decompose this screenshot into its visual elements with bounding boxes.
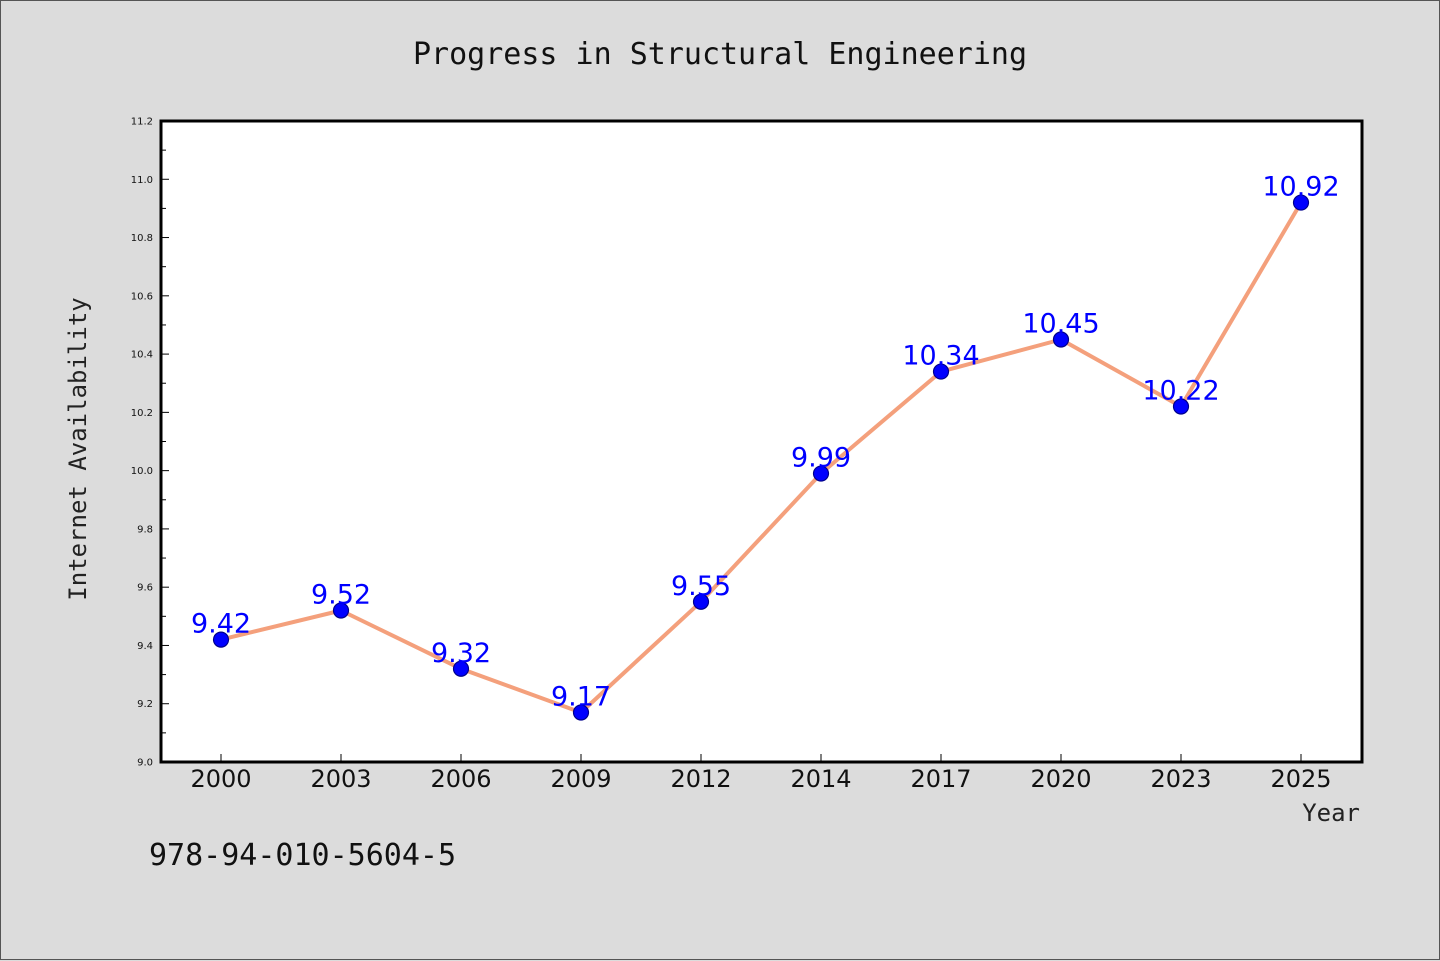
x-axis-title: Year [1302,799,1360,827]
y-tick-label: 11.2 [131,117,153,128]
x-tick-label: 2020 [1030,765,1091,793]
series-line [219,200,1303,715]
data-label: 9.99 [791,443,851,474]
y-axis-ticks: 9.0 9.2 9.4 9.6 9.8 10.0 10.2 10.4 10.6 10.8 11.0 1… [131,117,169,769]
data-point [932,363,950,380]
x-tick-label: 2000 [190,765,251,793]
y-tick-label: 10.6 [131,291,153,302]
y-tick-label: 11.0 [131,175,153,186]
chart-title: Progress in Structural Engineering [413,37,1027,72]
data-point [572,704,590,721]
plot-area [159,119,1364,764]
data-point [332,602,350,619]
y-tick-label: 10.4 [131,350,153,361]
y-tick-label: 10.0 [131,466,153,477]
x-tick-label: 2006 [430,765,491,793]
y-tick-label: 10.8 [131,233,153,244]
data-point [212,631,230,648]
x-tick-label: 2023 [1150,765,1211,793]
data-point [1292,194,1310,211]
y-tick-label: 9.2 [137,699,153,710]
y-axis-title: Internet Availability [64,297,92,600]
data-label: 9.17 [551,681,611,712]
data-label: 10.34 [902,341,979,372]
x-tick-label: 2003 [310,765,371,793]
data-points [212,194,1310,721]
data-label: 9.32 [431,638,491,669]
data-point [812,465,830,482]
x-tick-label: 2017 [910,765,971,793]
data-label: 10.45 [1022,309,1099,340]
x-tick-label: 2009 [550,765,611,793]
data-point [692,593,710,610]
data-point [452,660,470,677]
isbn-text: 978-94-010-5604-5 [149,838,456,873]
x-tick-label: 2012 [670,765,731,793]
x-tick-label: 2014 [790,765,851,793]
y-tick-label: 9.4 [137,641,153,652]
y-tick-label: 9.8 [137,524,153,535]
y-tick-label: 9.0 [137,758,153,769]
data-labels: 9.42 9.52 9.32 9.17 9.55 9.99 10.34 10.45 10.22 1… [191,172,1340,713]
data-label: 9.42 [191,609,251,640]
data-point [1172,398,1190,415]
x-axis-ticks: 2000 2003 2006 2009 2012 2014 2017 2020 2023 2025 [190,754,1332,793]
data-label: 9.55 [671,571,731,602]
data-point [1052,331,1070,348]
data-label: 10.22 [1142,376,1219,407]
data-label: 10.92 [1262,172,1339,203]
y-tick-label: 10.2 [131,408,153,419]
data-label: 9.52 [311,579,371,610]
y-tick-label: 9.6 [137,583,153,594]
x-tick-label: 2025 [1270,765,1331,793]
